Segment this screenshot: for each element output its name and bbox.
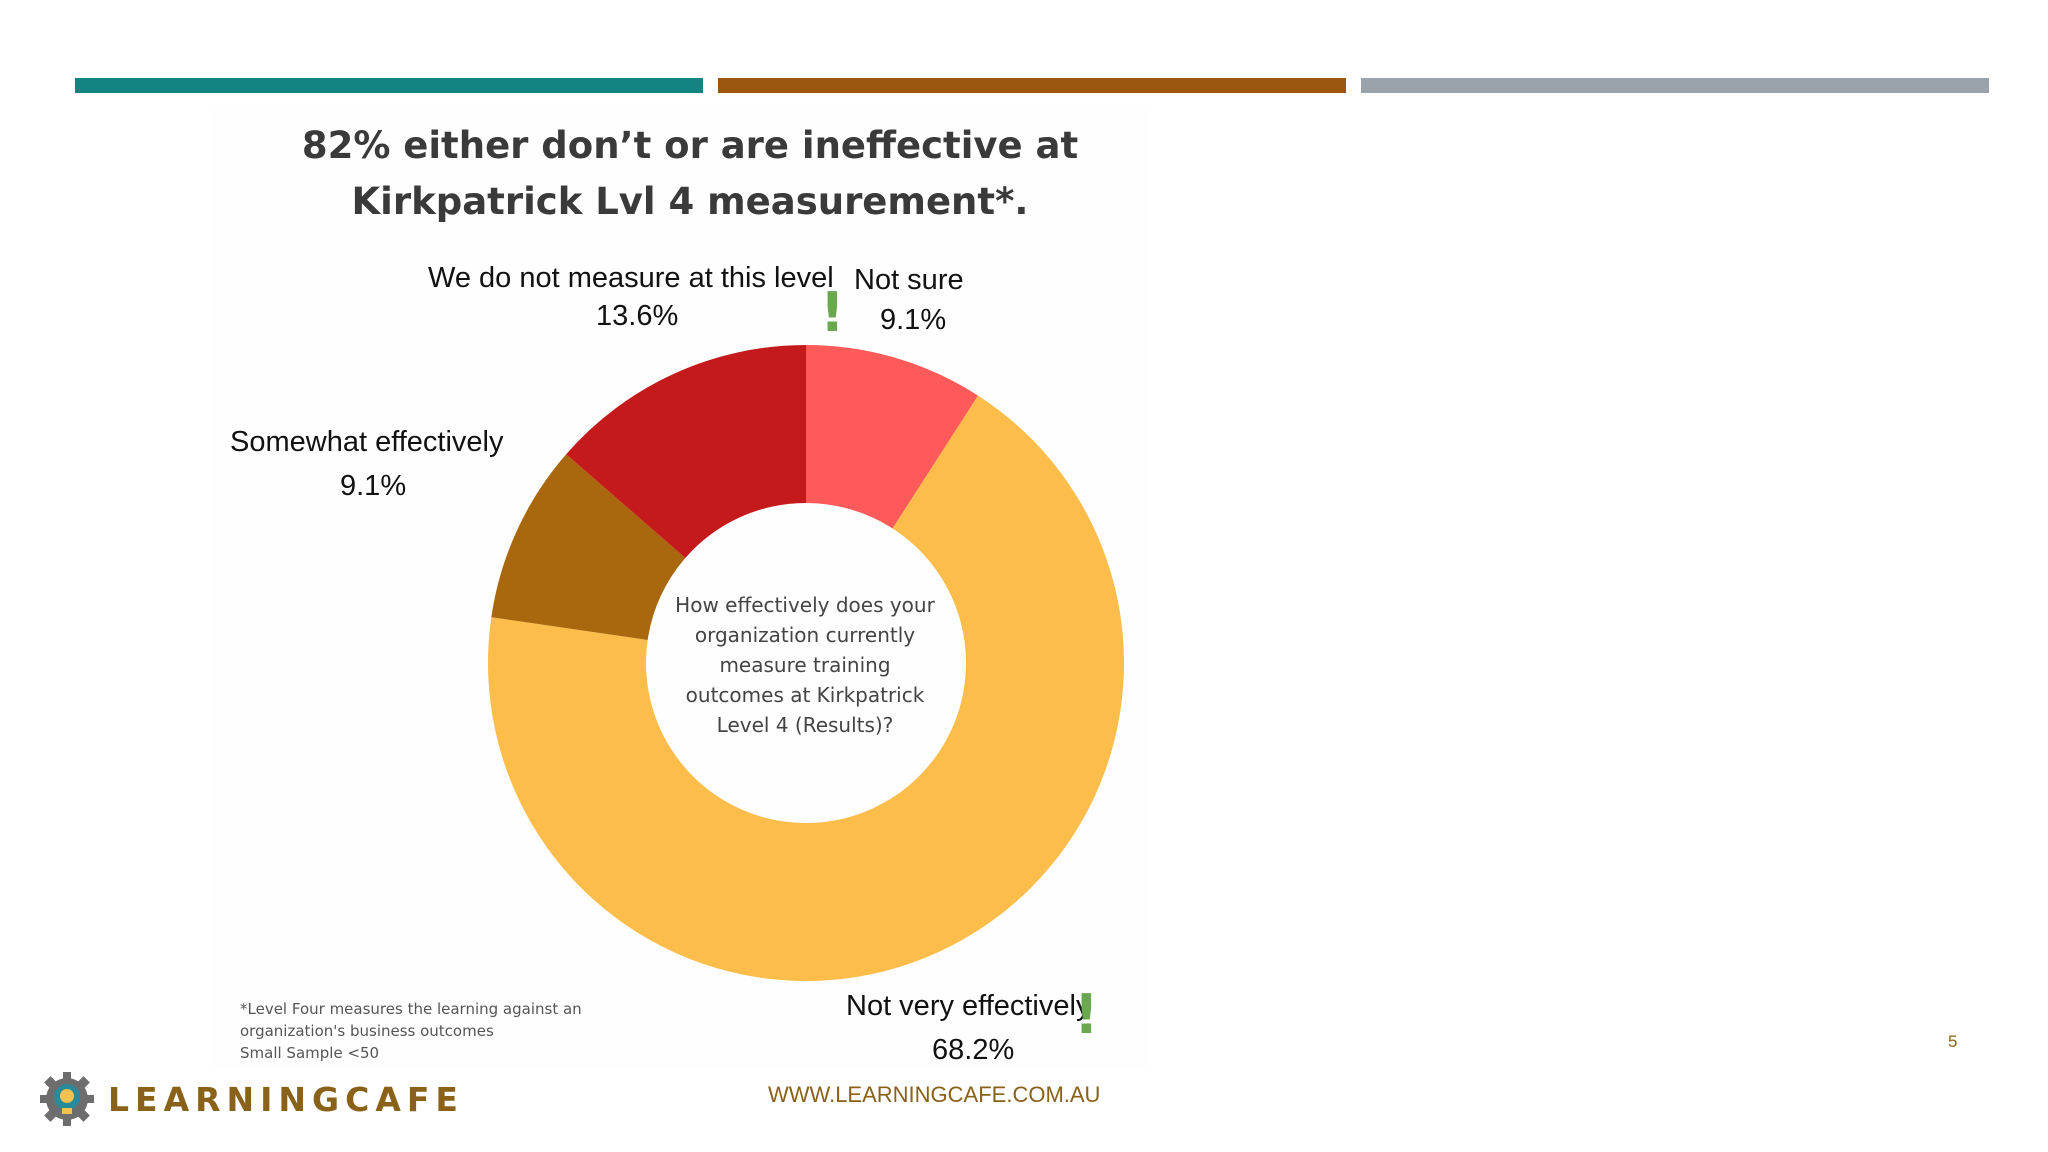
slice-value-somewhat: 9.1% <box>340 470 407 502</box>
slice-label-somewhat: Somewhat effectively <box>230 426 504 458</box>
learningcafe-logo: LEARNINGCAFE <box>38 1070 464 1128</box>
page-number: 5 <box>1948 1032 1958 1051</box>
slice-label-not-sure: Not sure <box>854 264 964 296</box>
chart-title: 82% either don’t or are ineffective at K… <box>210 118 1170 230</box>
gear-bulb-icon <box>40 1072 94 1126</box>
exclamation-icon: ! <box>1074 983 1099 1046</box>
footnote-line-2: organization's business outcomes <box>240 1022 494 1040</box>
slice-value-not-very: 68.2% <box>932 1034 1015 1066</box>
donut-slice-we-do-not-measure-at-this-level <box>566 345 806 558</box>
footnote-line-1: *Level Four measures the learning agains… <box>240 1000 582 1018</box>
accent-bar-teal <box>75 78 703 93</box>
center-line-2: organization currently <box>694 623 916 647</box>
title-line-1: 82% either don’t or are ineffective at <box>301 124 1079 167</box>
donut-slice-somewhat-effectively <box>491 454 686 640</box>
website-link[interactable]: WWW.LEARNINGCAFE.COM.AU <box>768 1082 1101 1107</box>
brand-name: LEARNINGCAFE <box>108 1079 464 1119</box>
donut-slice-not-very-effectively <box>487 395 1124 982</box>
slice-label-not-very: Not very effectively <box>846 990 1091 1022</box>
accent-bar-brown <box>718 78 1346 93</box>
slice-value-not-measured: 13.6% <box>596 300 679 332</box>
center-line-3: measure training <box>719 653 891 677</box>
title-line-2: Kirkpatrick Lvl 4 measurement*. <box>351 180 1029 223</box>
donut-slice-not-sure <box>806 345 979 529</box>
center-line-1: How effectively does your <box>675 593 935 617</box>
footnote: *Level Four measures the learning agains… <box>240 998 582 1064</box>
exclamation-icon: ! <box>820 281 845 344</box>
center-line-5: Level 4 (Results)? <box>716 713 894 737</box>
accent-bar-gray <box>1361 78 1989 93</box>
center-line-4: outcomes at Kirkpatrick <box>685 683 925 707</box>
donut-center-question: How effectively does your organization c… <box>660 590 950 740</box>
footnote-line-3: Small Sample <50 <box>240 1044 380 1062</box>
slice-value-not-sure: 9.1% <box>880 304 947 336</box>
slice-label-not-measured: We do not measure at this level <box>428 262 834 294</box>
